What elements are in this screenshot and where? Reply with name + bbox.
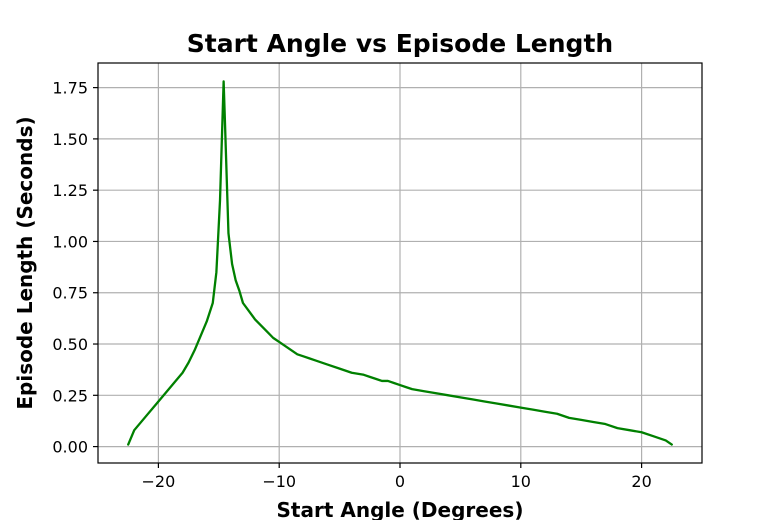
y-tick-label: 1.25 [52,181,88,200]
y-tick-label: 1.50 [52,130,88,149]
y-axis-label: Episode Length (Seconds) [13,116,37,409]
x-tick-label: −20 [142,472,176,491]
chart-title: Start Angle vs Episode Length [187,29,613,58]
x-axis-label: Start Angle (Degrees) [277,498,524,520]
y-tick-label: 0.00 [52,438,88,457]
x-tick-label: 10 [511,472,531,491]
ticks: −20 −10 0 10 20 0.00 0.25 0.50 0.75 1.00 1.25 1.50 1… [52,79,651,491]
y-tick-label: 1.75 [52,79,88,98]
x-tick-label: 0 [395,472,405,491]
y-tick-label: 0.75 [52,284,88,303]
x-tick-label: 20 [631,472,651,491]
y-tick-label: 0.50 [52,335,88,354]
series-line [127,80,673,446]
series-layer [127,80,673,446]
grid [98,63,702,463]
y-tick-label: 0.25 [52,386,88,405]
x-tick-label: −10 [262,472,296,491]
y-tick-label: 1.00 [52,232,88,251]
